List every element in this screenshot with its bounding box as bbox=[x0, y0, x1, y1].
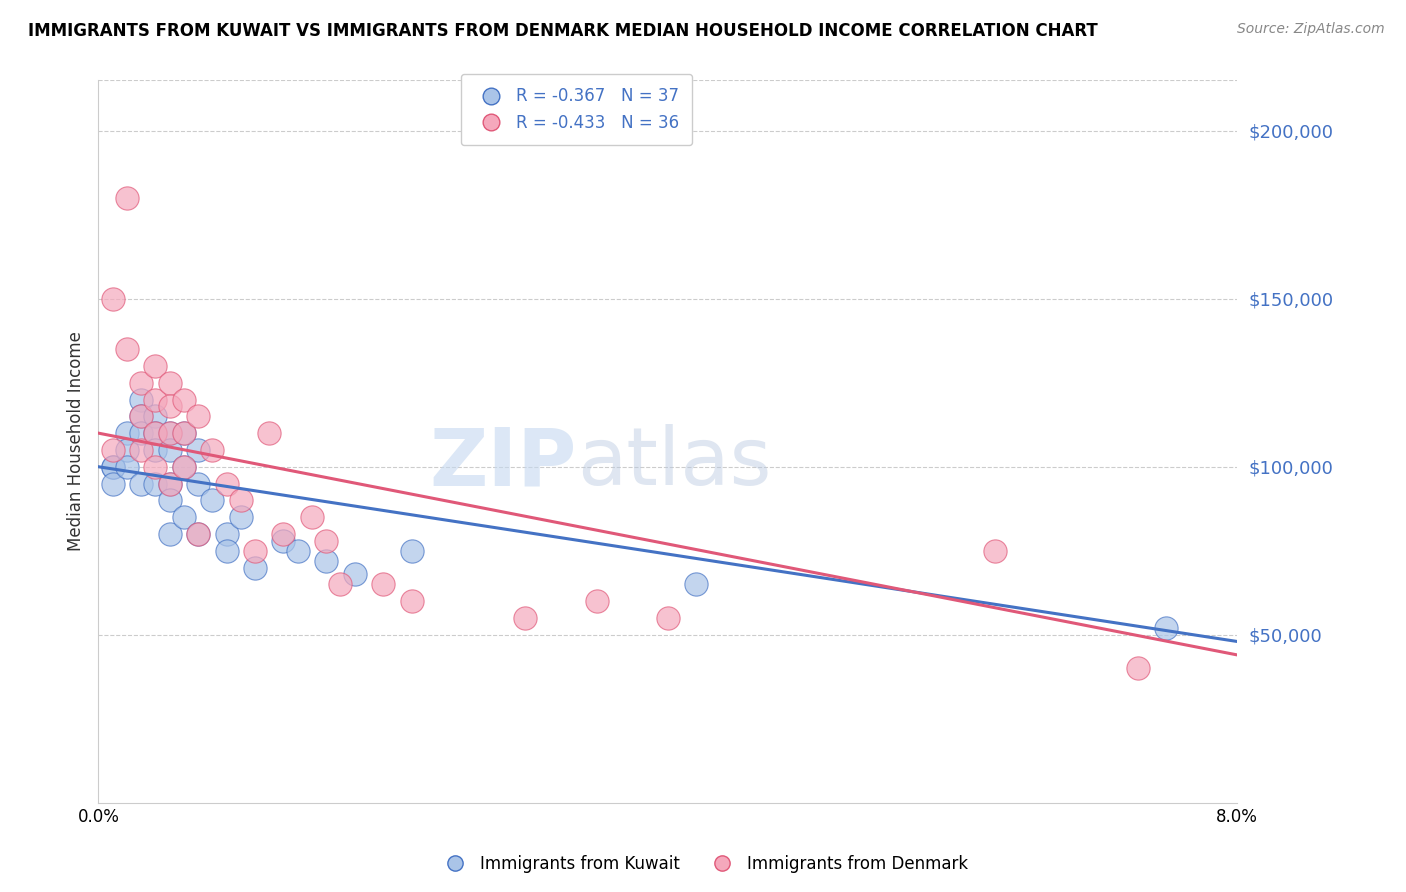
Point bbox=[115, 342, 138, 356]
Point bbox=[159, 376, 181, 390]
Point bbox=[685, 577, 707, 591]
Text: IMMIGRANTS FROM KUWAIT VS IMMIGRANTS FROM DENMARK MEDIAN HOUSEHOLD INCOME CORREL: IMMIGRANTS FROM KUWAIT VS IMMIGRANTS FRO… bbox=[28, 22, 1098, 40]
Point bbox=[145, 459, 167, 474]
Point bbox=[315, 533, 337, 548]
Point bbox=[101, 292, 124, 306]
Point bbox=[229, 510, 252, 524]
Point bbox=[129, 476, 152, 491]
Point bbox=[173, 459, 195, 474]
Point bbox=[329, 577, 352, 591]
Point bbox=[173, 459, 195, 474]
Text: Source: ZipAtlas.com: Source: ZipAtlas.com bbox=[1237, 22, 1385, 37]
Point bbox=[159, 442, 181, 457]
Point bbox=[159, 426, 181, 441]
Point bbox=[159, 527, 181, 541]
Point bbox=[145, 426, 167, 441]
Point bbox=[115, 442, 138, 457]
Point bbox=[145, 442, 167, 457]
Legend: R = -0.367   N = 37, R = -0.433   N = 36: R = -0.367 N = 37, R = -0.433 N = 36 bbox=[461, 74, 693, 145]
Point bbox=[201, 493, 224, 508]
Point bbox=[287, 543, 309, 558]
Legend: Immigrants from Kuwait, Immigrants from Denmark: Immigrants from Kuwait, Immigrants from … bbox=[432, 848, 974, 880]
Point bbox=[159, 399, 181, 413]
Point bbox=[201, 442, 224, 457]
Point bbox=[101, 442, 124, 457]
Point bbox=[145, 476, 167, 491]
Point bbox=[145, 392, 167, 407]
Point bbox=[101, 459, 124, 474]
Point bbox=[101, 459, 124, 474]
Point bbox=[215, 476, 238, 491]
Point bbox=[115, 426, 138, 441]
Point bbox=[371, 577, 394, 591]
Point bbox=[159, 476, 181, 491]
Point bbox=[243, 560, 266, 574]
Point bbox=[145, 409, 167, 424]
Point bbox=[145, 359, 167, 373]
Point bbox=[1126, 661, 1149, 675]
Point bbox=[229, 493, 252, 508]
Point bbox=[187, 409, 209, 424]
Point bbox=[401, 594, 423, 608]
Point bbox=[273, 527, 295, 541]
Point bbox=[129, 409, 152, 424]
Point bbox=[187, 442, 209, 457]
Point bbox=[243, 543, 266, 558]
Point bbox=[129, 442, 152, 457]
Point bbox=[301, 510, 323, 524]
Point bbox=[273, 533, 295, 548]
Point bbox=[129, 376, 152, 390]
Point bbox=[215, 527, 238, 541]
Point bbox=[215, 543, 238, 558]
Point bbox=[173, 510, 195, 524]
Point bbox=[173, 426, 195, 441]
Point bbox=[115, 191, 138, 205]
Point bbox=[1154, 621, 1177, 635]
Point bbox=[657, 611, 679, 625]
Y-axis label: Median Household Income: Median Household Income bbox=[66, 332, 84, 551]
Point bbox=[984, 543, 1007, 558]
Point bbox=[159, 426, 181, 441]
Point bbox=[187, 476, 209, 491]
Point bbox=[343, 567, 366, 582]
Text: atlas: atlas bbox=[576, 425, 770, 502]
Point bbox=[129, 392, 152, 407]
Point bbox=[259, 426, 281, 441]
Text: ZIP: ZIP bbox=[429, 425, 576, 502]
Point bbox=[145, 426, 167, 441]
Point bbox=[129, 426, 152, 441]
Point bbox=[173, 392, 195, 407]
Point bbox=[187, 527, 209, 541]
Point bbox=[585, 594, 607, 608]
Point bbox=[187, 527, 209, 541]
Point bbox=[115, 459, 138, 474]
Point bbox=[159, 493, 181, 508]
Point bbox=[173, 426, 195, 441]
Point bbox=[515, 611, 537, 625]
Point bbox=[129, 409, 152, 424]
Point bbox=[101, 476, 124, 491]
Point bbox=[159, 476, 181, 491]
Point bbox=[401, 543, 423, 558]
Point bbox=[315, 554, 337, 568]
